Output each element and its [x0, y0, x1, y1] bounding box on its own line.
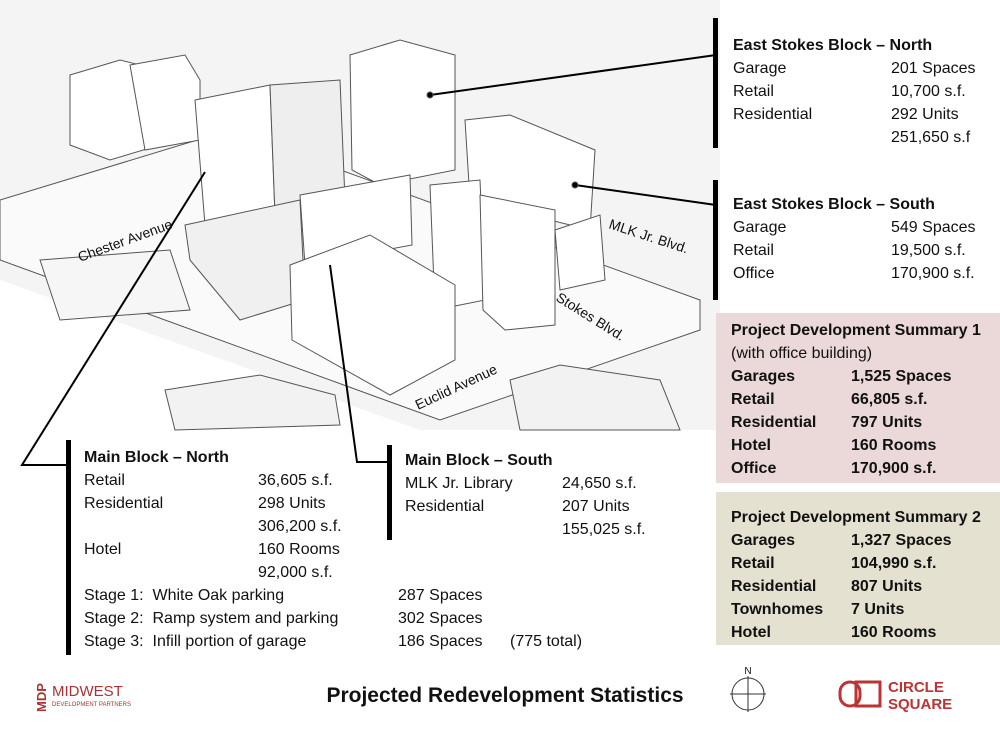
- row-value: 1,327 Spaces: [851, 532, 952, 549]
- row-label: Garage: [733, 219, 787, 236]
- row-value: 797 Units: [851, 414, 923, 431]
- row-value: 306,200 s.f.: [258, 518, 342, 535]
- block-subtitle: (with office building): [731, 345, 873, 362]
- row-label: Residential: [405, 498, 485, 515]
- block-title: East Stokes Block – North: [733, 37, 933, 54]
- row-value: 170,900 s.f.: [851, 460, 937, 477]
- stage-value: 287 Spaces: [398, 587, 483, 604]
- row-value: 292 Units: [891, 106, 959, 123]
- slide-title: Projected Redevelopment Statistics: [326, 684, 683, 707]
- row-value: 104,990 s.f.: [851, 555, 937, 572]
- row-value: 201 Spaces: [891, 60, 976, 77]
- row-value: 24,650 s.f.: [562, 475, 637, 492]
- row-label: Retail: [733, 242, 774, 259]
- stage-label: Stage 1: White Oak parking: [84, 587, 285, 604]
- row-label: Hotel: [731, 624, 771, 641]
- stage-value: 186 Spaces: [398, 633, 483, 650]
- row-label: Retail: [84, 472, 125, 489]
- row-value: 36,605 s.f.: [258, 472, 333, 489]
- row-value: 549 Spaces: [891, 219, 976, 236]
- row-label: Residential: [731, 578, 817, 595]
- row-label: Office: [733, 265, 775, 282]
- block-title: Main Block – North: [84, 449, 229, 466]
- row-label: Garages: [731, 532, 796, 549]
- row-label: Retail: [731, 391, 775, 408]
- row-label: Garages: [731, 368, 796, 385]
- block-title: Main Block – South: [405, 452, 553, 469]
- row-value: 10,700 s.f.: [891, 83, 966, 100]
- summary-box: [716, 313, 1000, 483]
- divider: [713, 18, 718, 148]
- row-value: 160 Rooms: [851, 624, 937, 641]
- divider: [66, 440, 71, 655]
- row-label: Residential: [733, 106, 813, 123]
- row-value: 807 Units: [851, 578, 923, 595]
- logo-text: MIDWEST: [52, 683, 123, 700]
- row-label: Garage: [733, 60, 787, 77]
- block-title: Project Development Summary 2: [731, 509, 981, 526]
- row-label: Office: [731, 460, 777, 477]
- row-label: MLK Jr. Library: [405, 475, 513, 492]
- row-label: Hotel: [84, 541, 122, 558]
- row-value: 160 Rooms: [851, 437, 937, 454]
- row-value: 207 Units: [562, 498, 630, 515]
- logo-text: DEVELOPMENT PARTNERS: [52, 702, 131, 708]
- block-title: East Stokes Block – South: [733, 196, 935, 213]
- stage-label: Stage 3: Infill portion of garage: [84, 633, 307, 650]
- row-value: 92,000 s.f.: [258, 564, 333, 581]
- stage-value: (775 total): [510, 633, 583, 650]
- logo-text: CIRCLE: [888, 679, 944, 696]
- compass-label: N: [744, 666, 751, 677]
- stage-value: 302 Spaces: [398, 610, 483, 627]
- row-value: 1,525 Spaces: [851, 368, 952, 385]
- row-value: 66,805 s.f.: [851, 391, 928, 408]
- row-value: 298 Units: [258, 495, 326, 512]
- stage-label: Stage 2: Ramp system and parking: [84, 610, 339, 627]
- summary-box: [716, 492, 1000, 645]
- row-value: 170,900 s.f.: [891, 265, 975, 282]
- row-label: Residential: [731, 414, 817, 431]
- row-value: 160 Rooms: [258, 541, 340, 558]
- logo-mark: MDP: [34, 683, 49, 712]
- row-value: 155,025 s.f.: [562, 521, 646, 538]
- logo-text: SQUARE: [888, 696, 952, 713]
- row-value: 19,500 s.f.: [891, 242, 966, 259]
- divider: [387, 445, 392, 540]
- block-title: Project Development Summary 1: [731, 322, 981, 339]
- row-label: Townhomes: [731, 601, 824, 618]
- row-label: Residential: [84, 495, 164, 512]
- row-label: Retail: [731, 555, 775, 572]
- row-label: Retail: [733, 83, 774, 100]
- row-value: 7 Units: [851, 601, 905, 618]
- row-label: Hotel: [731, 437, 771, 454]
- row-value: 251,650 s.f: [891, 129, 971, 146]
- divider: [713, 180, 718, 300]
